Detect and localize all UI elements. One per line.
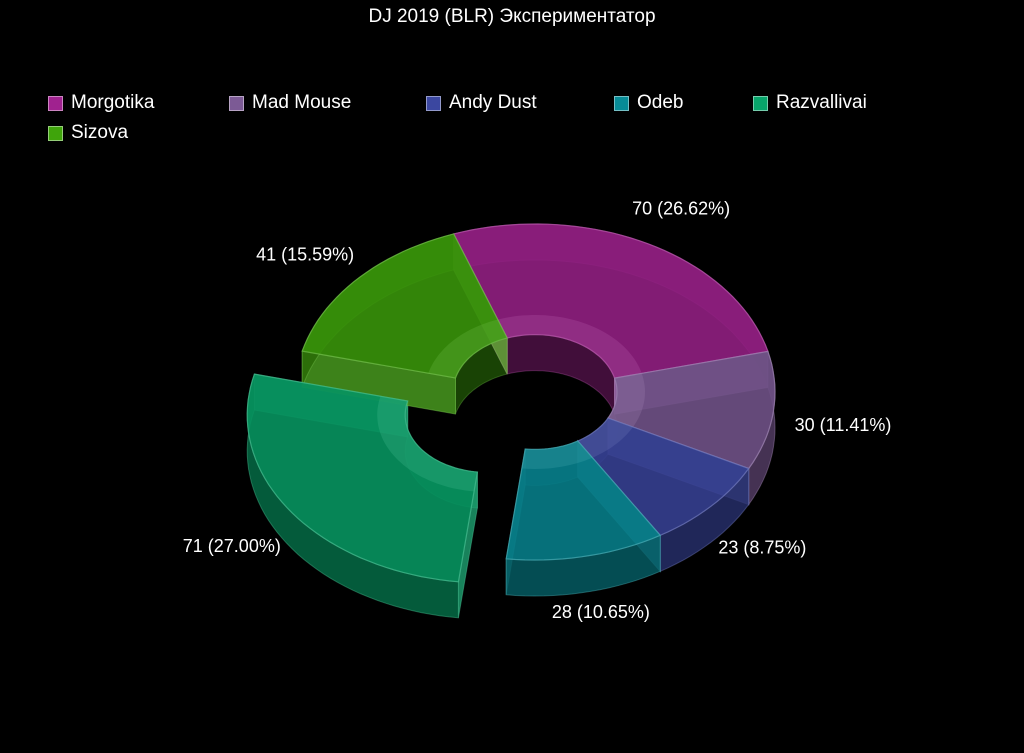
slice-highlight-odeb (521, 441, 593, 469)
slice-highlight-andy-dust (577, 418, 633, 458)
slice-label-mad-mouse: 30 (11.41%) (795, 415, 892, 435)
legend-item-sizova[interactable]: Sizova (48, 122, 128, 144)
legend-swatch-mad-mouse (229, 95, 244, 111)
donut-top-layer (246, 223, 776, 583)
slice-sizova[interactable] (301, 233, 509, 379)
legend-label-razvallivai: Razvallivai (776, 92, 867, 113)
legend-label-morgotika: Morgotika (71, 92, 155, 113)
slice-label-morgotika: 70 (26.62%) (632, 199, 730, 219)
legend-label-andy-dust: Andy Dust (449, 92, 537, 113)
slice-label-razvallivai: 71 (27.00%) (183, 536, 281, 556)
legend-swatch-razvallivai (753, 95, 768, 111)
legend-swatch-odeb (614, 95, 629, 111)
slice-label-andy-dust: 23 (8.75%) (718, 538, 806, 558)
donut-label-layer: 70 (26.62%) 30 (11.41%) 23 (8.75%) 28 (10.6… (183, 199, 892, 622)
legend-item-razvallivai[interactable]: Razvallivai (753, 92, 867, 114)
legend-label-sizova: Sizova (71, 122, 129, 143)
slice-label-odeb: 28 (10.65%) (552, 602, 650, 622)
slice-razvallivai[interactable] (246, 373, 479, 583)
legend-label-mad-mouse: Mad Mouse (252, 92, 352, 113)
legend-item-odeb[interactable]: Odeb (614, 92, 683, 114)
slice-label-sizova: 41 (15.59%) (256, 244, 354, 264)
legend-swatch-morgotika (48, 95, 63, 111)
legend-item-mad-mouse[interactable]: Mad Mouse (229, 92, 351, 114)
legend-swatch-sizova (48, 125, 63, 141)
legend-label-odeb: Odeb (637, 92, 684, 113)
legend-swatch-andy-dust (426, 95, 441, 111)
slice-highlight-mad-mouse (608, 373, 645, 428)
slice-highlight-morgotika (497, 315, 642, 379)
legend-item-morgotika[interactable]: Morgotika (48, 92, 154, 114)
chart-title: DJ 2019 (BLR) Экспериментатор (368, 6, 656, 27)
slice-odeb[interactable] (505, 440, 662, 561)
slice-highlight-sizova (428, 319, 508, 378)
slice-highlight-razvallivai (377, 396, 478, 492)
legend-item-andy-dust[interactable]: Andy Dust (426, 92, 537, 114)
